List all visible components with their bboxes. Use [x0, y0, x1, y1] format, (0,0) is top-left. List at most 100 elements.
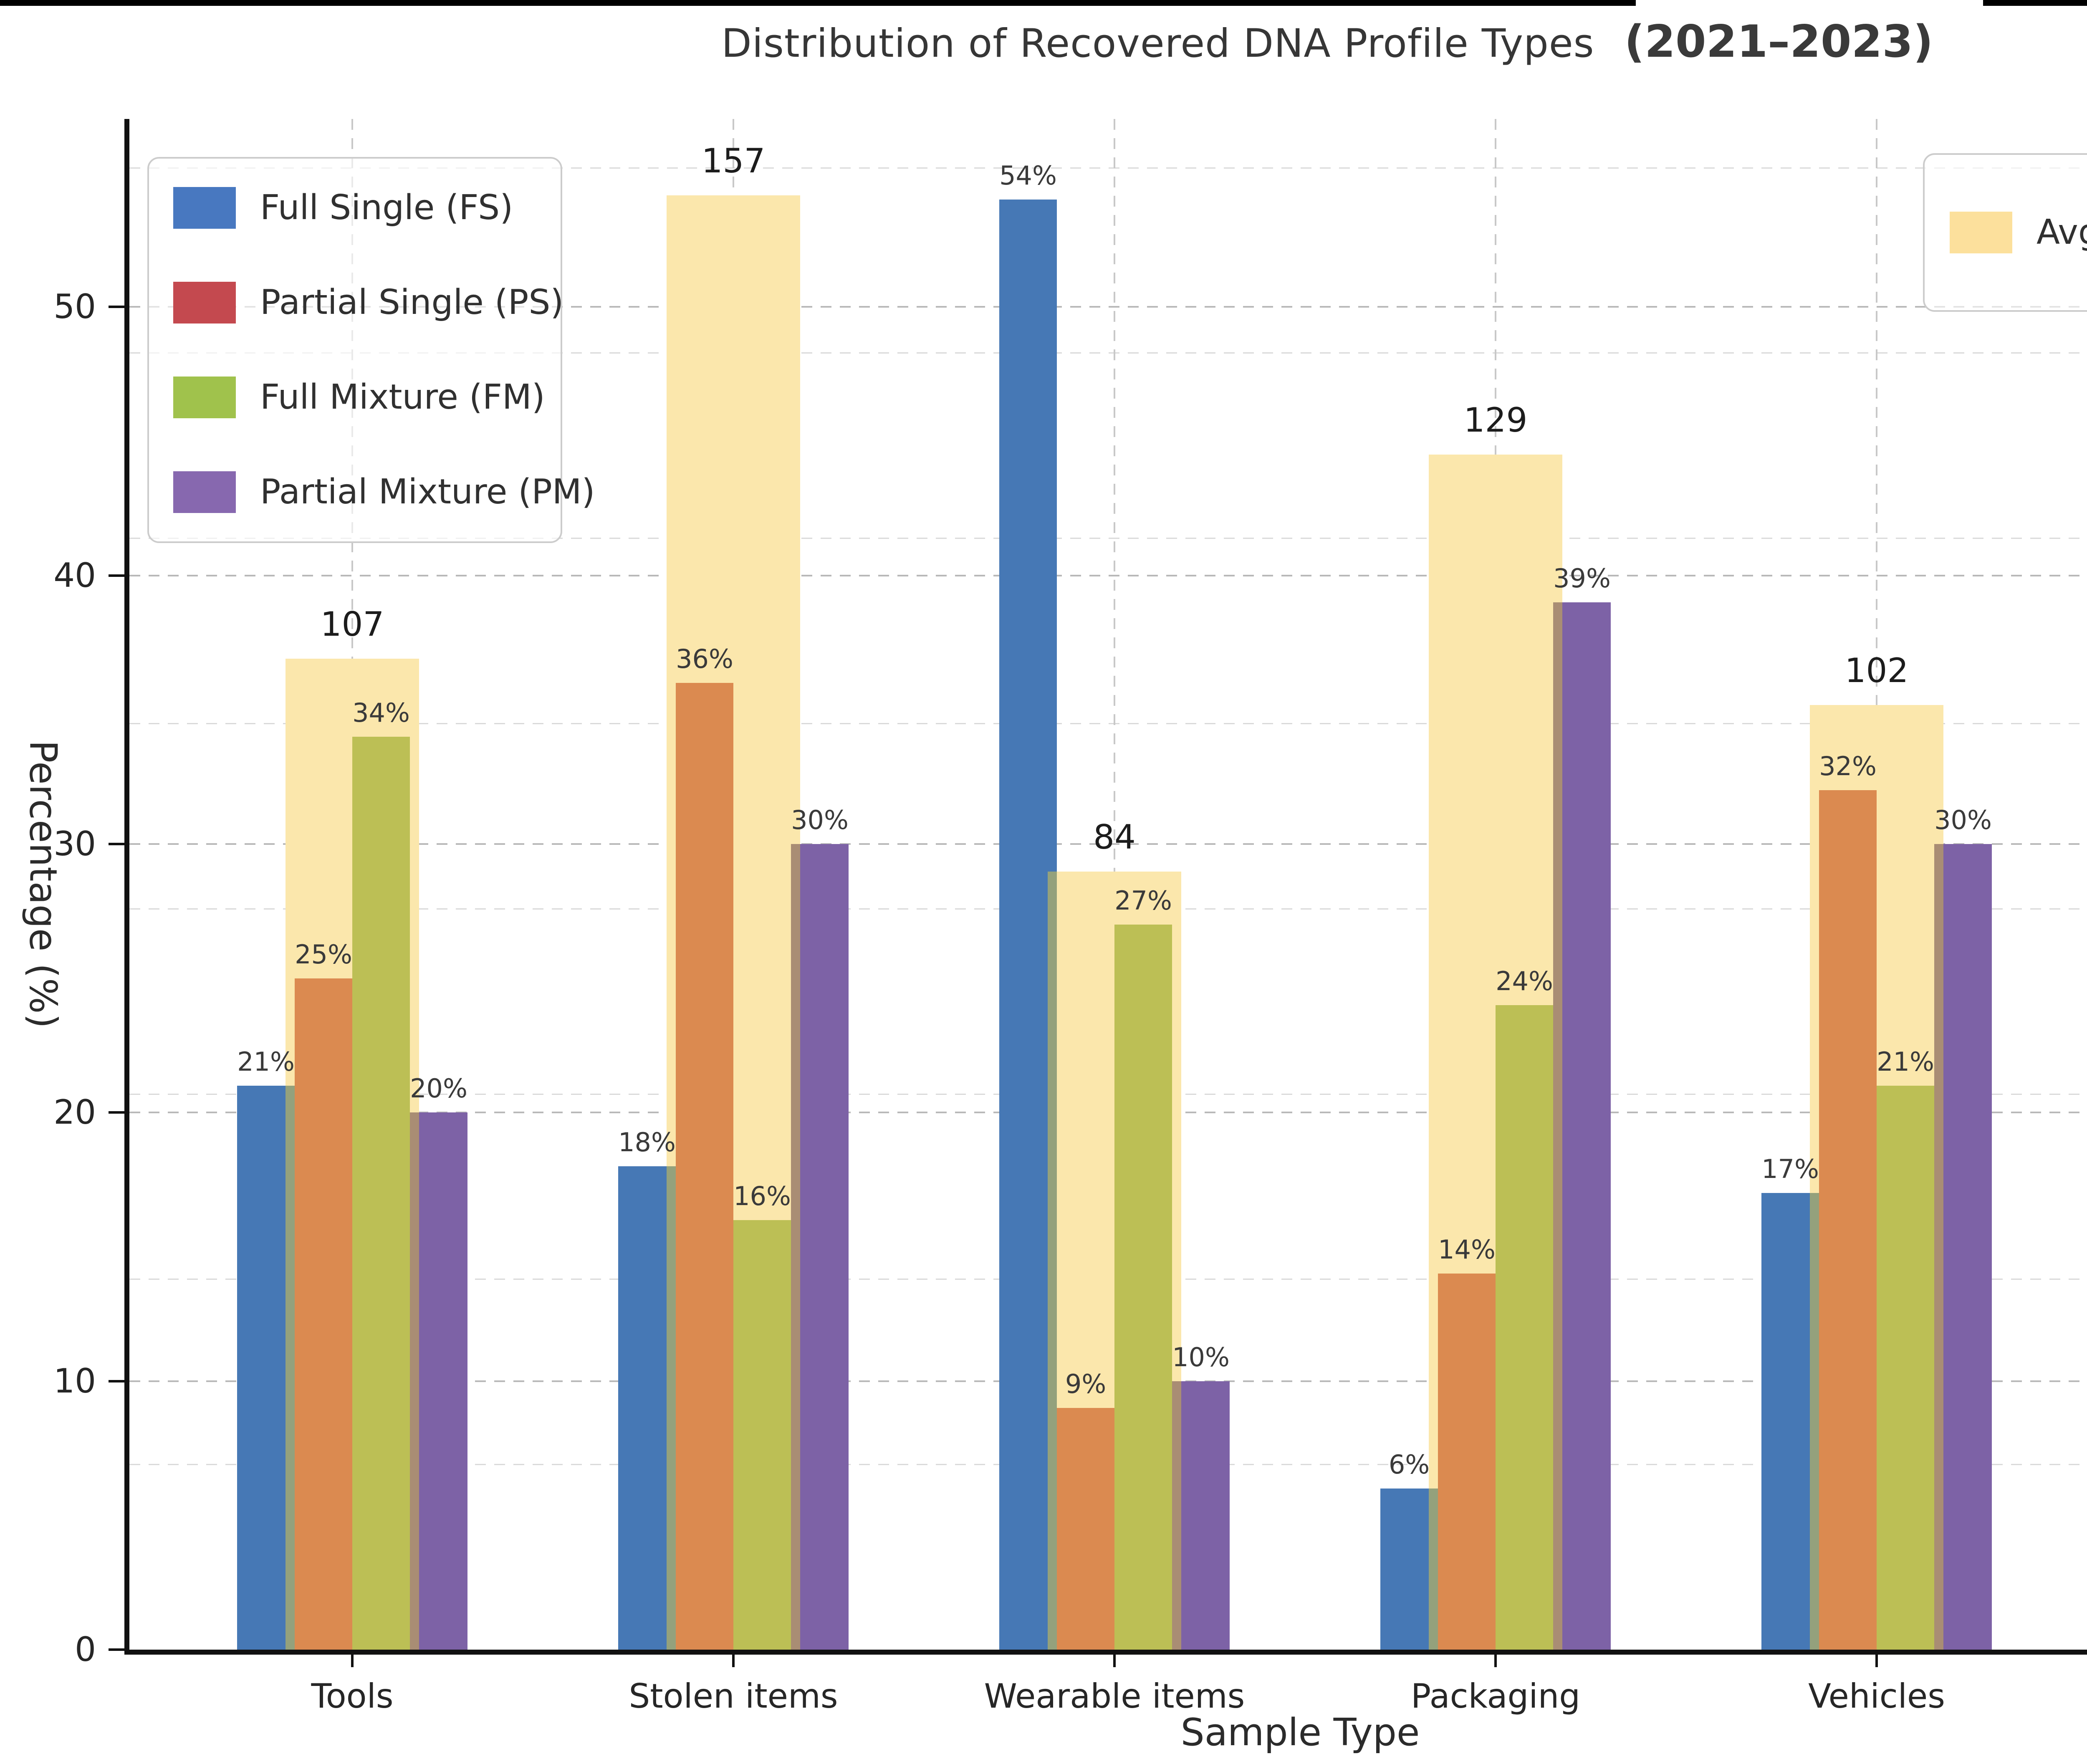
overlap-strip-fs [1810, 1193, 1819, 1650]
bar-pct-label: 54% [999, 160, 1057, 191]
overlap-strip-pm [1553, 602, 1562, 1650]
x-tick [732, 1655, 735, 1667]
y-left-tick [109, 1648, 124, 1651]
y-left-tick-label: 0 [75, 1630, 96, 1669]
y-left-tick-label: 30 [53, 824, 96, 863]
legend-item-pm: Partial Mixture (PM) [173, 471, 595, 513]
bar-ps [1057, 1408, 1114, 1650]
bar-pct-label: 21% [1877, 1046, 1934, 1077]
bar-pct-label: 18% [618, 1127, 676, 1157]
bar-fs [999, 200, 1057, 1650]
overlap-strip-pm [1934, 844, 1943, 1650]
legend-label-fs: Full Single (FS) [260, 188, 513, 227]
y-axis-spine [124, 119, 129, 1655]
legend-swatch-ps [173, 282, 236, 323]
legend-label-ps: Partial Single (PS) [260, 283, 564, 322]
bar-fm [1877, 1086, 1934, 1650]
x-tick-label: Touched items [2070, 1680, 2087, 1713]
chart-title: Distribution of Recovered DNA Profile Ty… [0, 16, 2087, 67]
alleles-value-label: 107 [320, 605, 384, 644]
bar-pct-label: 14% [1438, 1234, 1496, 1265]
alleles-value-label: 102 [1844, 651, 1909, 690]
overlap-strip-fs [1048, 872, 1057, 1650]
x-axis-spine [124, 1650, 2087, 1655]
gridline-left-axis [129, 306, 2087, 308]
chart-title-main: Distribution of Recovered DNA Profile Ty… [721, 21, 1594, 66]
y-left-tick [109, 843, 124, 845]
gridline-left-axis [129, 574, 2087, 576]
gridline-left-axis [129, 843, 2087, 845]
y-left-tick [109, 1111, 124, 1114]
x-axis-label: Sample Type [1180, 1711, 1420, 1754]
x-tick [351, 1655, 354, 1667]
legend-label-alleles: Avg. Number of Alleles (FM) [2036, 212, 2087, 252]
legend-profile-types: Full Single (FS) Partial Single (PS) Ful… [147, 157, 595, 543]
overlap-strip-pm [410, 1112, 419, 1650]
bar-pm [1553, 602, 1611, 1650]
overlap-strip-fs [286, 1086, 295, 1650]
bar-fm [352, 737, 410, 1650]
bar-pct-label: 30% [1934, 805, 1992, 835]
bar-pct-label: 30% [791, 805, 849, 835]
y-left-tick-label: 50 [53, 287, 96, 326]
plot-area: Full Single (FS) Partial Single (PS) Ful… [53, 119, 2087, 1713]
bar-fs [618, 1166, 676, 1650]
legend-label-pm: Partial Mixture (PM) [260, 472, 595, 512]
x-tick [1113, 1655, 1116, 1667]
legend-item-ps: Partial Single (PS) [173, 282, 563, 323]
y-left-tick [109, 306, 124, 308]
x-tick-label: Tools [311, 1677, 394, 1716]
bar-pct-label: 32% [1819, 751, 1877, 781]
alleles-value-label: 129 [1463, 401, 1528, 440]
bar-fs [1761, 1193, 1819, 1650]
bar-pct-label: 24% [1496, 966, 1553, 996]
bar-fm [1114, 925, 1172, 1650]
legend-swatch-fs [173, 187, 236, 229]
bar-pct-label: 27% [1114, 885, 1172, 916]
y-left-tick-label: 20 [53, 1093, 96, 1132]
gridline-right-axis [129, 538, 2087, 539]
legend-swatch-fm [173, 377, 236, 418]
gridline-right-axis [129, 352, 2087, 354]
overlap-strip-pm [1172, 1381, 1181, 1650]
alleles-value-label: 157 [701, 142, 766, 180]
chart-title-suffix: (2021–2023) [1624, 16, 1933, 67]
overlap-strip-pm [791, 844, 800, 1650]
gridline-right-axis [129, 167, 2087, 169]
legend-item-fm: Full Mixture (FM) [173, 377, 545, 418]
x-tick [1494, 1655, 1497, 1667]
bar-pm [1934, 844, 1992, 1650]
bar-pm [1172, 1381, 1230, 1650]
x-tick-label: Vehicles [1808, 1677, 1945, 1716]
bar-pct-label: 9% [1065, 1369, 1107, 1399]
bar-ps [295, 978, 352, 1650]
legend-alleles: Avg. Number of Alleles (FM) [1923, 153, 2087, 312]
y-left-tick [109, 574, 124, 577]
alleles-value-label: 84 [1093, 818, 1136, 857]
bar-fm [733, 1220, 791, 1650]
legend-item-alleles: Avg. Number of Alleles (FM) [1950, 212, 2087, 253]
y-left-tick [109, 1380, 124, 1382]
bar-fm [1496, 1005, 1553, 1650]
x-tick-label: Wearable items [984, 1677, 1245, 1716]
bar-pct-label: 20% [410, 1073, 467, 1104]
bar-pm [410, 1112, 467, 1650]
legend-swatch-alleles [1950, 212, 2012, 253]
bar-ps [1438, 1274, 1496, 1650]
x-tick [1875, 1655, 1878, 1667]
bar-pct-label: 21% [237, 1046, 295, 1077]
bar-ps [676, 683, 733, 1650]
bar-pct-label: 39% [1553, 563, 1611, 594]
bar-pct-label: 17% [1761, 1154, 1819, 1184]
legend-swatch-pm [173, 471, 236, 513]
y-left-tick-label: 10 [53, 1361, 96, 1400]
legend-label-fm: Full Mixture (FM) [260, 377, 545, 417]
gridline-right-axis [129, 723, 2087, 724]
bar-pct-label: 6% [1388, 1449, 1430, 1480]
bar-pct-label: 10% [1172, 1342, 1230, 1372]
bar-pct-label: 34% [352, 698, 410, 728]
bar-fs [237, 1086, 295, 1650]
legend-item-fs: Full Single (FS) [173, 187, 536, 229]
x-tick-label: Stolen items [629, 1677, 838, 1716]
